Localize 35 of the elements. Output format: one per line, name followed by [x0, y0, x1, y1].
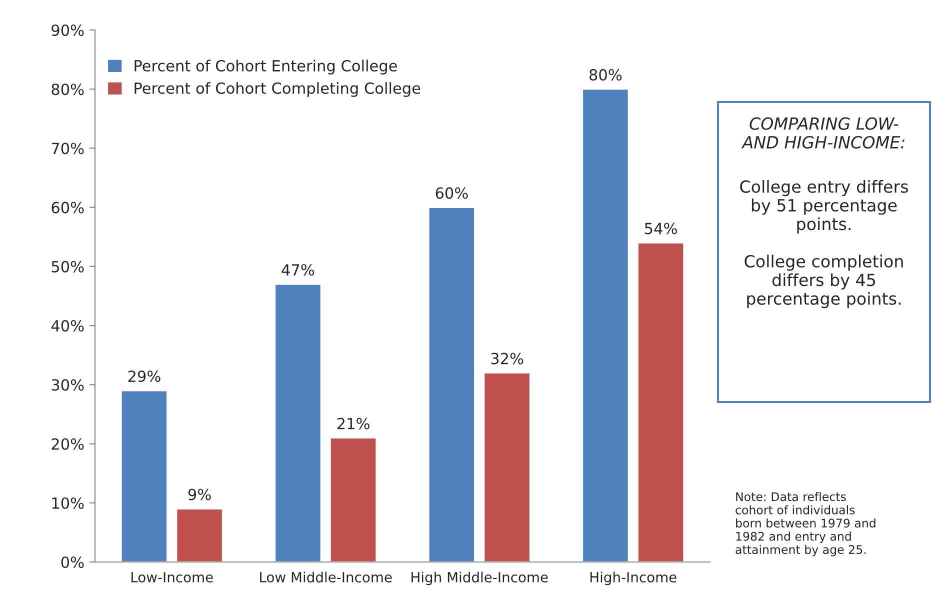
legend-label: Percent of Cohort Entering College: [134, 60, 397, 74]
legend-label: Percent of Cohort Completing College: [134, 82, 420, 97]
y-tick-label: 90%: [52, 24, 84, 36]
y-tick-label: 60%: [52, 202, 84, 214]
bar: [120, 390, 168, 562]
x-tick-label: High-Income: [590, 572, 676, 586]
y-tick-label: 20%: [52, 438, 84, 450]
bar: [428, 206, 476, 562]
bar: [274, 283, 322, 562]
data-label: 21%: [337, 418, 370, 430]
bar: [176, 508, 224, 562]
data-label: 54%: [645, 222, 677, 234]
y-tick-label: 30%: [52, 379, 84, 391]
data-label: 29%: [128, 370, 160, 382]
y-tick-label: 10%: [52, 497, 84, 509]
y-tick-label: 50%: [52, 260, 84, 272]
y-tick-label: 70%: [52, 142, 84, 154]
data-label: 80%: [590, 69, 622, 81]
bar: [582, 88, 630, 562]
text: College entry differs by 51 percentage points. College completion differs by 45 percentage points.: [740, 180, 908, 308]
x-tick-label: High Middle-Income: [412, 572, 548, 586]
x-tick-label: Low Middle-Income: [260, 572, 392, 582]
y-tick-label: 80%: [52, 84, 84, 96]
x-tick-label: Low-Income: [132, 572, 213, 582]
y-tick-label: 40%: [51, 320, 84, 332]
text: Note: Data reflects cohort of individuals born between 1979 and 1982 and entry and attainment by age 25.: [736, 492, 876, 556]
bar: [330, 437, 378, 562]
data-label: 47%: [282, 264, 314, 276]
y-tick-label: 0%: [61, 556, 84, 568]
data-label: 32%: [491, 352, 524, 364]
data-label: 9%: [188, 488, 211, 500]
text: COMPARING LOW- AND HIGH-INCOME:: [741, 117, 904, 149]
bar: [483, 372, 531, 562]
bar: [637, 242, 685, 562]
data-label: 60%: [436, 187, 468, 199]
